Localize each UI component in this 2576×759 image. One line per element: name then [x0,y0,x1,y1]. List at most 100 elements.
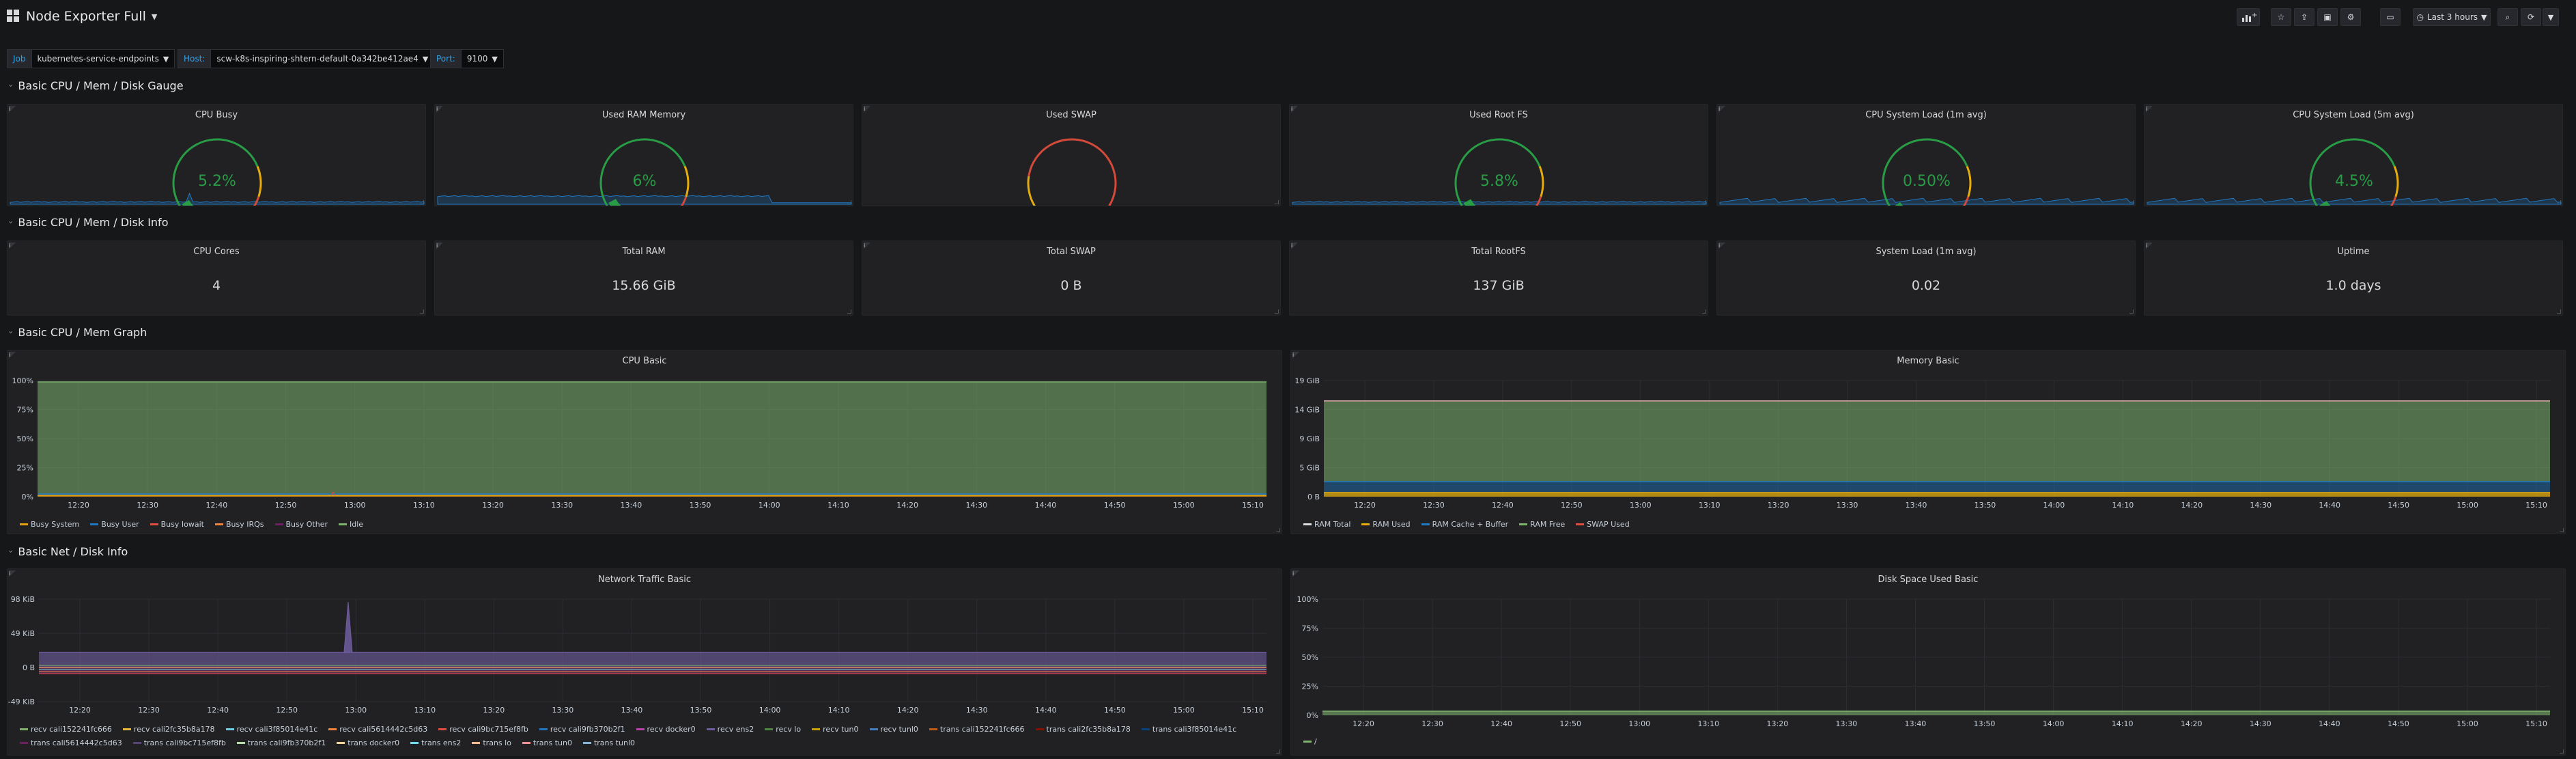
zoom-out-button[interactable]: ⌕ [2497,8,2518,26]
legend-item[interactable]: Busy Other [274,520,328,529]
panel-menu-icon[interactable]: i [1718,243,1725,249]
gauge-panel[interactable]: i Used SWAP [862,104,1281,206]
legend-item[interactable]: Busy Iowait [150,520,204,529]
network-traffic-panel[interactable]: i Network Traffic Basic 98 KiB 49 KiB 0 B -… [7,568,1282,756]
panel-title[interactable]: Uptime [2337,247,2370,257]
graph-svg[interactable]: 100% 75% 50% 25% 0% 12:20 12:30 12:40 12:50 13:00… [1291,569,2566,756]
gauge-panel[interactable]: i CPU System Load (5m avg) 4.5% [2144,104,2563,206]
graph-svg[interactable]: 100% 75% 50% 25% 0% 12:20 12:30 12:40 12:50 13:00… [8,350,1282,534]
legend-item[interactable]: Busy System [20,520,79,529]
panel-menu-icon[interactable]: i [1718,106,1725,113]
panel-title[interactable]: CPU System Load (5m avg) [2293,110,2414,120]
resize-handle[interactable] [1276,528,1280,532]
resize-handle[interactable] [1275,200,1279,204]
stat-panel[interactable]: i Total RAM 15.66 GiB [434,240,853,316]
refresh-interval-button[interactable]: ▼ [2543,8,2559,26]
legend-item[interactable]: recv cali9fb370b2f1 [539,725,625,734]
panel-title[interactable]: Network Traffic Basic [597,575,692,585]
row-header-net[interactable]: › Basic Net / Disk Info [7,545,128,558]
gauge-panel[interactable]: i Used Root FS 5.8% [1289,104,1708,206]
panel-title[interactable]: System Load (1m avg) [1876,247,1977,257]
panel-menu-icon[interactable]: i [2146,243,2153,249]
resize-handle[interactable] [847,309,851,314]
legend-item[interactable]: trans lo [472,739,511,747]
panel-menu-icon[interactable]: i [436,106,443,113]
refresh-button[interactable]: ⟳ [2521,8,2541,26]
gauge-panel[interactable]: i CPU System Load (1m avg) 0.50% [1716,104,2136,206]
panel-title[interactable]: Total RAM [622,247,666,257]
panel-menu-icon[interactable]: i [9,243,16,249]
resize-handle[interactable] [2557,309,2561,314]
legend-item[interactable]: trans ens2 [410,739,461,747]
legend-item[interactable]: trans cali5614442c5d63 [20,739,122,747]
panel-menu-icon[interactable]: i [1292,352,1299,359]
panel-menu-icon[interactable]: i [1291,106,1298,113]
resize-handle[interactable] [1276,749,1280,754]
variable-value[interactable]: scw-k8s-inspiring-shtern-default-0a342be… [211,49,435,68]
stat-panel[interactable]: i Uptime 1.0 days [2144,240,2563,316]
panel-menu-icon[interactable]: i [1292,570,1299,577]
gauge-panel[interactable]: i Used RAM Memory 6% [434,104,853,206]
tv-mode-button[interactable]: ▭ [2380,8,2401,26]
panel-title[interactable]: CPU Busy [195,110,238,120]
dashboards-grid-icon[interactable] [7,10,19,22]
panel-menu-icon[interactable]: i [864,243,871,249]
legend-item[interactable]: recv cali9bc715ef8fb [438,725,528,734]
legend-item[interactable]: Idle [339,520,363,529]
panel-title[interactable]: CPU Basic [622,356,667,366]
panel-title[interactable]: Memory Basic [1897,356,1959,366]
panel-menu-icon[interactable]: i [2146,106,2153,113]
panel-title[interactable]: CPU System Load (1m avg) [1865,110,1987,120]
time-picker-button[interactable]: ◷ Last 3 hours ▼ [2413,8,2491,26]
stat-panel[interactable]: i System Load (1m avg) 0.02 [1716,240,2136,316]
panel-title[interactable]: CPU Cores [193,247,240,257]
resize-handle[interactable] [2129,309,2134,314]
legend-item[interactable]: recv cali5614442c5d63 [328,725,427,734]
legend-item[interactable]: recv lo [765,725,801,734]
panel-menu-icon[interactable]: i [9,352,16,359]
add-panel-button[interactable]: + [2237,8,2260,26]
stat-panel[interactable]: i CPU Cores 4 [7,240,426,316]
row-header-info[interactable]: › Basic CPU / Mem / Disk Info [7,216,169,229]
stat-panel[interactable]: i Total RootFS 137 GiB [1289,240,1708,316]
legend-item[interactable]: recv tun0 [812,725,859,734]
legend-item[interactable]: trans cali9fb370b2f1 [236,739,326,747]
star-button[interactable]: ☆ [2271,8,2291,26]
legend-item[interactable]: trans cali152241fc666 [929,725,1025,734]
variable-value[interactable]: kubernetes-service-endpoints ▼ [31,49,175,68]
graph-svg[interactable]: 98 KiB 49 KiB 0 B -49 KiB 12:20 12:30 12:40 12:… [8,569,1282,756]
panel-menu-icon[interactable]: i [1291,243,1298,249]
legend-item[interactable]: trans docker0 [337,739,399,747]
panel-title[interactable]: Total RootFS [1471,247,1526,257]
resize-handle[interactable] [2560,528,2564,532]
graph-svg[interactable]: 19 GiB 14 GiB 9 GiB 5 GiB 0 B 12:20 12:30 12:40… [1291,350,2566,534]
panel-menu-icon[interactable]: i [9,106,16,113]
legend-item[interactable]: trans cali3f85014e41c [1141,725,1236,734]
panel-menu-icon[interactable]: i [864,106,871,113]
save-button[interactable]: ▣ [2317,8,2338,26]
legend-item[interactable]: recv cali152241fc666 [20,725,112,734]
dashboard-title[interactable]: Node Exporter Full ▼ [26,9,157,24]
variable-port[interactable]: Port: 9100 ▼ [430,49,504,68]
resize-handle[interactable] [2560,749,2564,754]
gauge-panel[interactable]: i CPU Busy 5.2% [7,104,426,206]
legend-item[interactable]: / [1303,737,1317,746]
legend-item[interactable]: RAM Total [1303,520,1350,529]
legend-item[interactable]: Busy User [90,520,139,529]
legend-item[interactable]: recv tunl0 [869,725,918,734]
legend-item[interactable]: trans cali2fc35b8a178 [1035,725,1131,734]
legend-item[interactable]: trans tunl0 [582,739,635,747]
legend-item[interactable]: trans tun0 [522,739,572,747]
panel-menu-icon[interactable]: i [9,570,16,577]
panel-title[interactable]: Used Root FS [1469,110,1528,120]
resize-handle[interactable] [1275,309,1279,314]
row-header-gauge[interactable]: › Basic CPU / Mem / Disk Gauge [7,79,184,92]
row-header-graph[interactable]: › Basic CPU / Mem Graph [7,326,147,339]
legend-item[interactable]: trans cali9bc715ef8fb [132,739,226,747]
panel-title[interactable]: Total SWAP [1047,247,1096,257]
legend-item[interactable]: Busy IRQs [214,520,264,529]
panel-title[interactable]: Disk Space Used Basic [1878,575,1979,585]
variable-job[interactable]: Job kubernetes-service-endpoints ▼ [7,49,175,68]
legend-item[interactable]: recv docker0 [636,725,696,734]
cpu-basic-panel[interactable]: i CPU Basic 100% 75% 50% 25% 0% 12:20 12:30 12:… [7,350,1282,534]
